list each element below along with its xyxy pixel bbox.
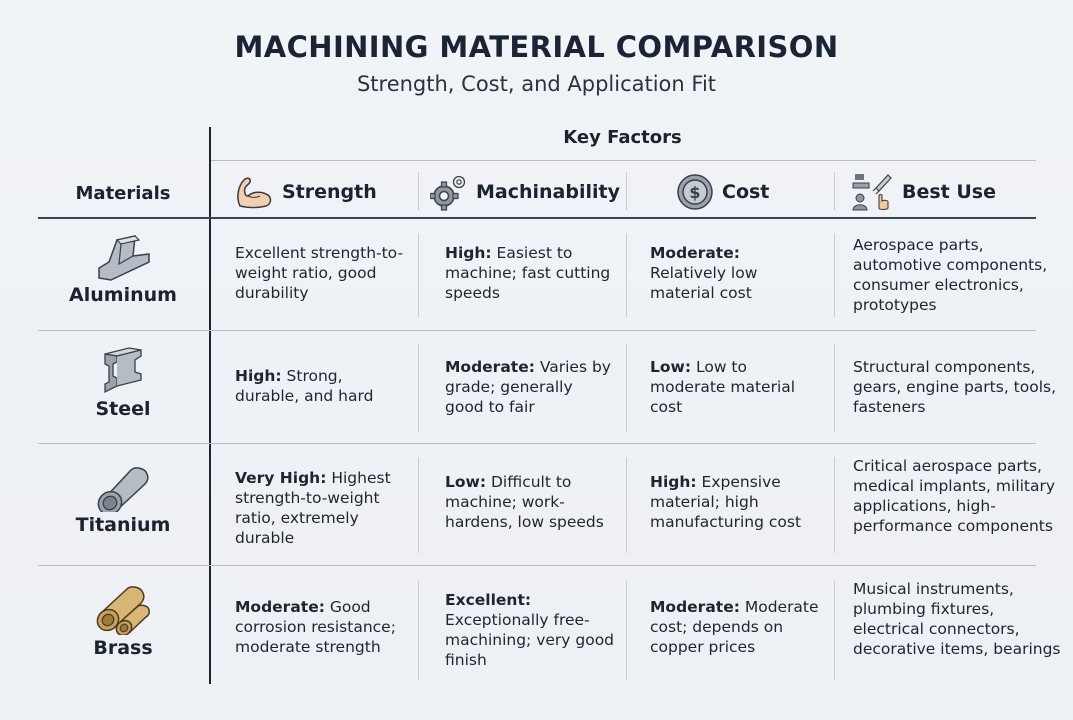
column-header-cost: $ Cost [676,170,769,214]
material-name: Aluminum [69,284,177,306]
column-header-machinability: Machinability [430,170,620,214]
material-titanium: Titanium [38,462,208,536]
divider [834,344,835,432]
column-label: Strength [282,181,377,203]
material-steel: Steel [38,346,208,420]
cell-machinability: Moderate: Varies by grade; generally goo… [445,358,611,416]
divider [418,344,419,432]
svg-text:$: $ [689,183,700,202]
divider [626,172,627,210]
divider [38,217,1036,219]
column-label: Machinability [476,181,620,203]
divider [834,172,835,210]
material-name: Brass [93,637,153,659]
page-subtitle: Strength, Cost, and Application Fit [356,72,717,96]
material-name: Titanium [75,514,171,536]
cell-cost: Low: Low to moderate material cost [650,358,796,416]
cell-strength: High: Strong, durable, and hard [235,367,374,405]
cell-machinability: Low: Difficult to machine; work-hardens,… [445,473,604,531]
cell-best-use: Musical instruments, plumbing fixtures, … [853,580,1061,658]
cell-strength: Moderate: Good corrosion resistance; mod… [235,598,396,656]
cell-cost: High: Expensive material; high manufactu… [650,473,802,531]
cell-machinability: Excellent: Exceptionally free-machining;… [445,591,615,669]
cell-best-use: Aerospace parts, automotive components, … [853,236,1048,314]
cell-best-use: Critical aerospace parts, medical implan… [853,457,1056,535]
titanium-tube-icon [97,467,149,512]
column-header-strength: Strength [234,170,377,214]
column-label: Cost [722,181,770,203]
materials-header: Materials [75,183,171,204]
divider [418,233,419,317]
cell-cost: Moderate: Moderate cost; depends on copp… [650,598,819,656]
material-brass: Brass [38,583,208,659]
divider [834,580,835,680]
divider [211,160,1036,161]
divider [209,127,211,684]
cell-machinability: High: Easiest to machine; fast cutting s… [445,244,611,302]
column-header-best-use: Best Use [852,170,996,214]
aluminum-bar-icon [98,235,150,281]
flexed-bicep-icon [237,177,272,209]
divider [418,172,419,210]
applications-icon [852,174,892,211]
divider [38,443,1036,444]
column-label: Best Use [902,181,996,203]
gears-icon [430,175,466,211]
divider [834,457,835,553]
divider [418,457,419,553]
steel-i-beam-icon [104,347,142,394]
cell-strength: Very High: Highest strength-to-weight ra… [235,469,391,547]
cell-cost: Moderate: Relatively low material cost [650,244,758,302]
divider [626,580,627,680]
divider [38,565,1036,566]
divider [418,580,419,680]
dollar-coin-icon: $ [677,174,713,210]
divider [38,330,1036,331]
brass-rods-icon [96,586,150,635]
divider [626,233,627,317]
material-name: Steel [95,398,151,420]
material-aluminum: Aluminum [38,234,208,306]
divider [626,457,627,553]
divider [626,344,627,432]
cell-strength: Excellent strength-to-weight ratio, good… [235,244,404,302]
divider [834,233,835,317]
page-title: MACHINING MATERIAL COMPARISON [234,30,839,64]
key-factors-header: Key Factors [563,127,682,148]
cell-best-use: Structural components, gears, engine par… [853,358,1057,416]
